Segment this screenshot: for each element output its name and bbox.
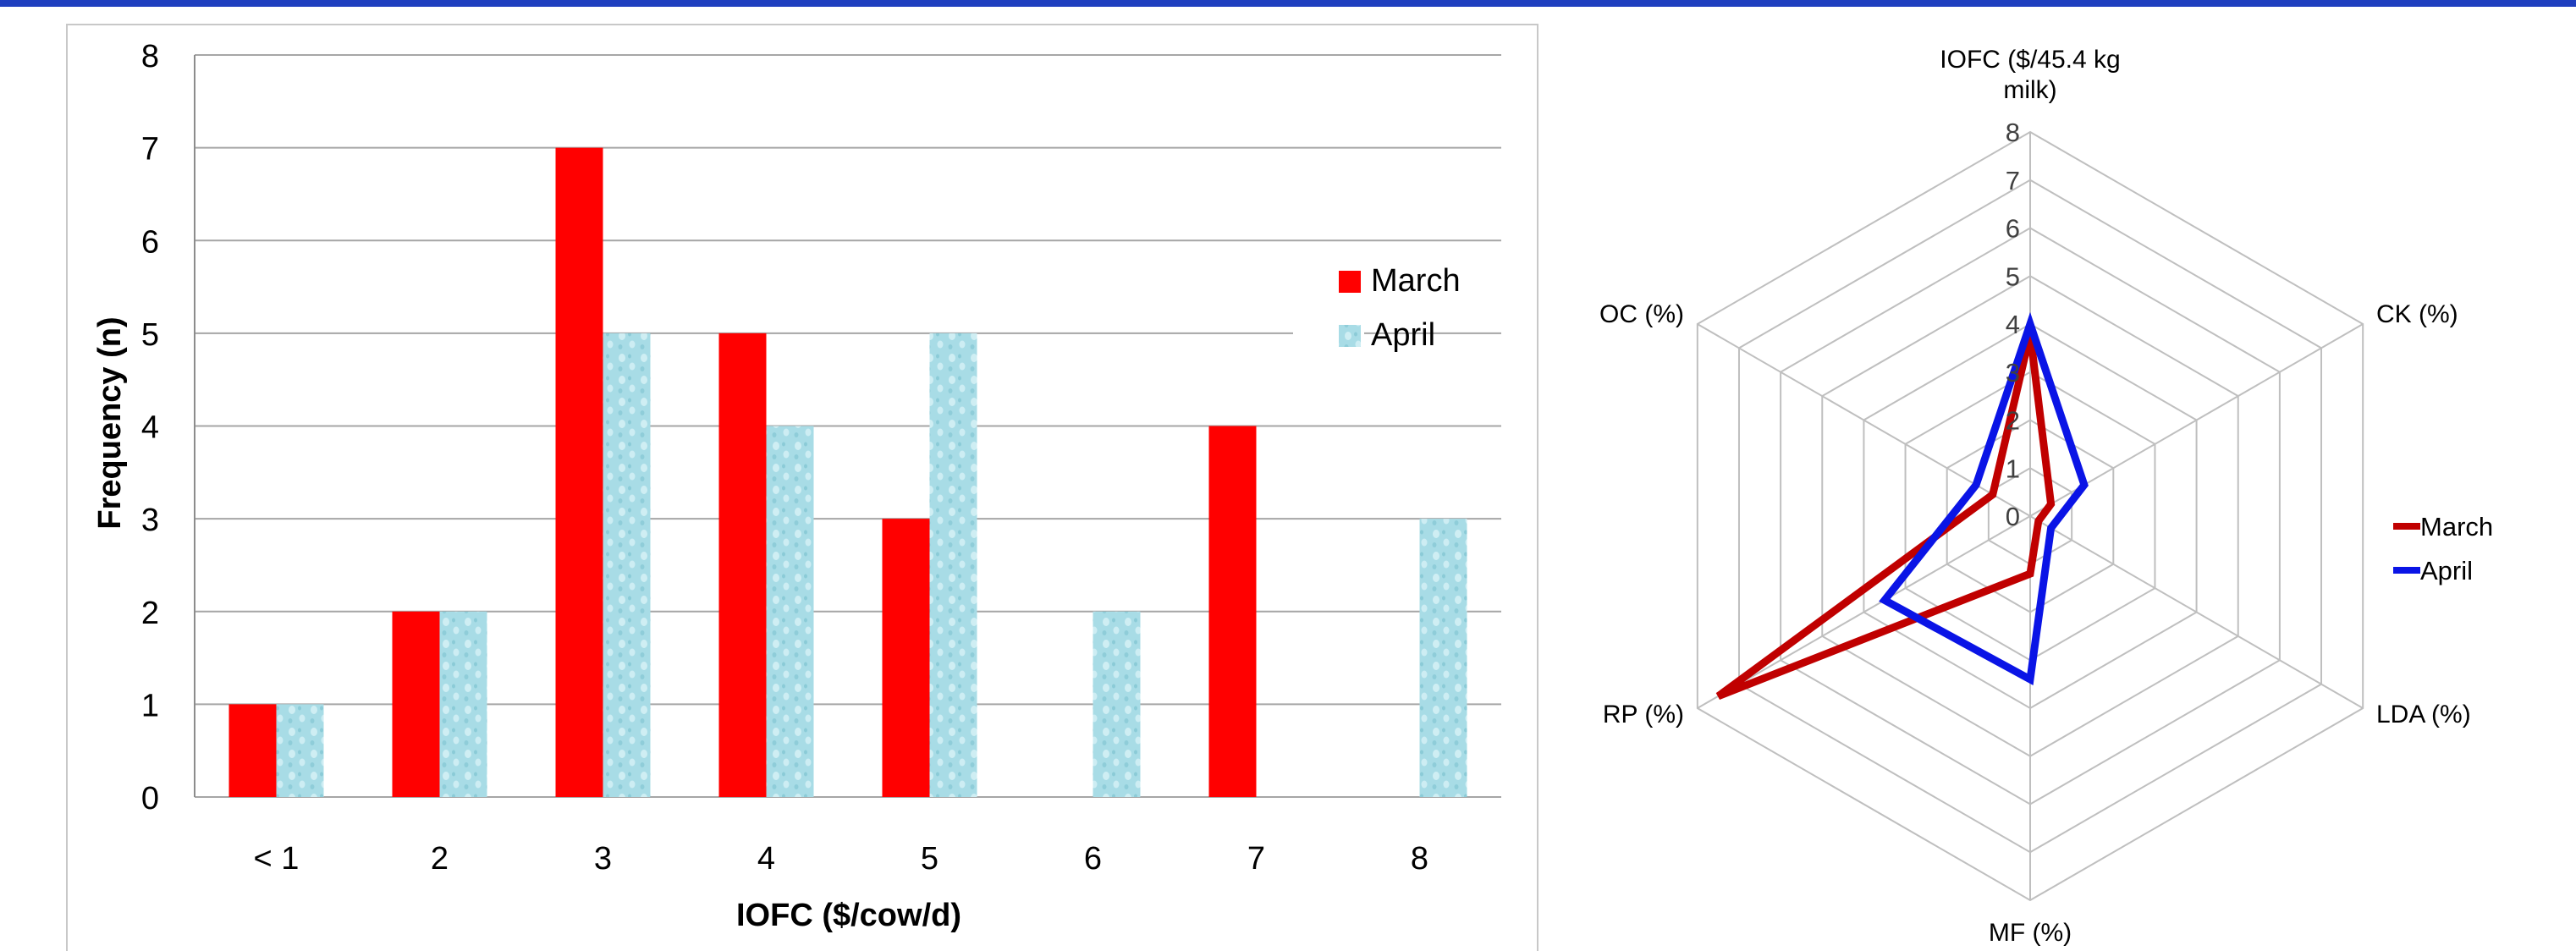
radar-axis-label: IOFC ($/45.4 kg milk) [1940,46,2120,104]
radar-series-april [1879,311,2089,686]
bar-y-tick-label: 3 [141,503,159,538]
bar-april-3 [766,426,814,797]
bar-april-2 [603,333,651,797]
bar-legend-label-march: March [1371,263,1461,299]
bar-x-tick-label: 5 [921,841,938,877]
radar-r-tick-label: 1 [2006,454,2020,483]
radar-r-tick-label: 5 [2006,261,2020,291]
bar-april-4 [929,333,977,797]
bar-x-tick-label: < 1 [254,841,300,877]
bar-x-tick-label: 3 [594,841,612,877]
bar-march-4 [882,519,930,797]
radar-spoke [2029,515,2364,709]
bar-y-tick-label: 0 [141,781,159,816]
radar-legend-label-march: March [2420,512,2493,541]
radar-legend-label-april: April [2420,556,2473,585]
bar-y-tick-label: 7 [141,132,159,168]
radar-axis-label: RP (%) [1603,701,1684,728]
radar-r-tick-label: 8 [2006,118,2020,147]
bar-march-3 [718,333,767,797]
radar-r-tick-label: 7 [2006,166,2020,195]
bar-x-tick-label: 4 [757,841,775,877]
bar-y-axis-label: Frequency (n) [92,316,128,529]
bar-y-tick-label: 5 [141,317,159,353]
bar-april-5 [1093,611,1141,797]
radar-axis-label: MF (%) [1989,919,2072,947]
bar-x-tick-label: 2 [431,841,449,877]
bar-y-tick-label: 8 [141,39,159,74]
radar-r-tick-label: 2 [2006,406,2020,436]
bar-march-2 [555,147,603,797]
bar-legend-swatch-april [1339,325,1361,347]
radar-axis-label: CK (%) [2376,300,2458,328]
radar-r-tick-label: 6 [2006,214,2020,244]
radar-series-march [1715,333,2056,701]
radar-r-tick-label: 3 [2006,358,2020,388]
radar-r-tick-label: 4 [2006,310,2020,339]
radar-axis-label: OC (%) [1599,300,1684,328]
radar-axis-label: LDA (%) [2376,701,2471,728]
bar-x-tick-label: 8 [1411,841,1428,877]
bar-y-tick-label: 1 [141,688,159,723]
bar-april-0 [276,704,324,797]
bar-x-tick-label: 6 [1084,841,1102,877]
bar-y-tick-label: 4 [141,410,159,446]
top-accent-stripe [0,0,2576,7]
bar-april-1 [439,611,487,797]
radar-spoke [1697,515,2031,709]
bar-march-0 [228,704,277,797]
bar-x-tick-label: 7 [1247,841,1265,877]
bar-x-axis-label: IOFC ($/cow/d) [736,898,961,933]
bar-march-1 [392,611,440,797]
bar-march-6 [1208,426,1257,797]
bar-y-tick-label: 2 [141,596,159,631]
bar-legend-label-april: April [1371,317,1435,353]
bar-april-7 [1419,519,1467,797]
bar-legend: March April [1293,263,1461,372]
bar-y-tick-label: 6 [141,224,159,260]
radar-r-tick-label: 0 [2006,502,2020,531]
bar-legend-swatch-march [1339,271,1361,293]
radar-legend: March April [2393,512,2493,585]
